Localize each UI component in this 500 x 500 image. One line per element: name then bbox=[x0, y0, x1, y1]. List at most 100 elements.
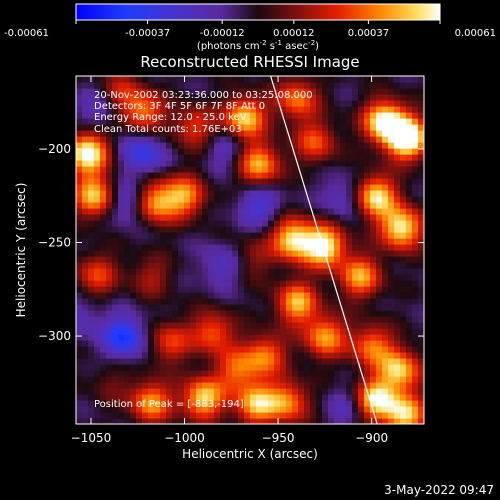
heatmap-cell bbox=[256, 388, 263, 395]
heatmap-cell bbox=[94, 142, 101, 149]
heatmap-cell bbox=[250, 298, 257, 305]
heatmap-cell bbox=[268, 88, 275, 95]
heatmap-cell bbox=[388, 232, 395, 239]
heatmap-cell bbox=[148, 154, 155, 161]
heatmap-cell bbox=[112, 94, 119, 101]
heatmap-cell bbox=[322, 124, 329, 131]
heatmap-cell bbox=[160, 310, 167, 317]
heatmap-cell bbox=[250, 136, 257, 143]
heatmap-cell bbox=[202, 112, 209, 119]
heatmap-cell bbox=[328, 154, 335, 161]
heatmap-cell bbox=[400, 202, 407, 209]
heatmap-cell bbox=[400, 328, 407, 335]
heatmap-cell bbox=[412, 376, 419, 383]
heatmap-cell bbox=[238, 82, 245, 89]
heatmap-cell bbox=[100, 136, 107, 143]
heatmap-cell bbox=[280, 220, 287, 227]
heatmap-cell bbox=[178, 130, 185, 137]
heatmap-cell bbox=[154, 148, 161, 155]
heatmap-cell bbox=[172, 280, 179, 287]
heatmap-cell bbox=[148, 286, 155, 293]
heatmap-cell bbox=[160, 166, 167, 173]
heatmap-cell bbox=[112, 172, 119, 179]
heatmap-cell bbox=[292, 106, 299, 113]
heatmap-cell bbox=[298, 142, 305, 149]
heatmap-cell bbox=[238, 382, 245, 389]
heatmap-cell bbox=[262, 262, 269, 269]
heatmap-cell bbox=[166, 208, 173, 215]
heatmap-cell bbox=[334, 142, 341, 149]
heatmap-cell bbox=[226, 370, 233, 377]
heatmap-cell bbox=[406, 148, 413, 155]
x-axis-ticks: −1050 −1000 −950 −900 bbox=[71, 76, 388, 445]
heatmap-cell bbox=[166, 130, 173, 137]
heatmap-cell bbox=[286, 172, 293, 179]
heatmap-cell bbox=[280, 172, 287, 179]
heatmap-cell bbox=[316, 298, 323, 305]
heatmap-cell bbox=[346, 100, 353, 107]
heatmap-cell bbox=[274, 328, 281, 335]
heatmap-cell bbox=[208, 352, 215, 359]
heatmap-cell bbox=[250, 226, 257, 233]
heatmap-cell bbox=[298, 118, 305, 125]
heatmap-cell bbox=[280, 136, 287, 143]
heatmap-cell bbox=[352, 244, 359, 251]
heatmap-cell bbox=[202, 358, 209, 365]
heatmap-cell bbox=[190, 292, 197, 299]
heatmap-cell bbox=[130, 106, 137, 113]
heatmap-cell bbox=[94, 208, 101, 215]
heatmap-cell bbox=[304, 238, 311, 245]
heatmap-cell bbox=[136, 370, 143, 377]
heatmap-cell bbox=[346, 304, 353, 311]
colorbar-unit-label: (photons cm-2 s-1 asec-2) bbox=[197, 39, 319, 52]
heatmap-cell bbox=[148, 334, 155, 341]
heatmap-cell bbox=[328, 142, 335, 149]
heatmap-cell bbox=[214, 178, 221, 185]
heatmap-cell bbox=[364, 262, 371, 269]
heatmap-cell bbox=[88, 100, 95, 107]
heatmap-cell bbox=[298, 130, 305, 137]
heatmap-cell bbox=[382, 364, 389, 371]
heatmap-cell bbox=[268, 106, 275, 113]
heatmap-cell bbox=[160, 178, 167, 185]
heatmap-cell bbox=[304, 154, 311, 161]
heatmap-cell bbox=[418, 76, 424, 83]
heatmap-cell bbox=[208, 400, 215, 407]
heatmap-cell bbox=[208, 232, 215, 239]
heatmap-cell bbox=[154, 304, 161, 311]
heatmap-cell bbox=[100, 166, 107, 173]
heatmap-cell bbox=[202, 286, 209, 293]
heatmap-cell bbox=[310, 412, 317, 419]
heatmap-cell bbox=[118, 286, 125, 293]
heatmap-cell bbox=[382, 178, 389, 185]
heatmap-cell bbox=[304, 100, 311, 107]
heatmap-cell bbox=[160, 130, 167, 137]
heatmap-cell bbox=[172, 214, 179, 221]
heatmap-cell bbox=[406, 412, 413, 419]
heatmap-cell bbox=[364, 148, 371, 155]
heatmap-cell bbox=[256, 352, 263, 359]
heatmap-cell bbox=[418, 238, 424, 245]
heatmap-cell bbox=[232, 202, 239, 209]
colorbar-tick-label: 0.00037 bbox=[348, 28, 389, 39]
heatmap-cell bbox=[328, 166, 335, 173]
heatmap-cell bbox=[88, 382, 95, 389]
heatmap-cell bbox=[142, 406, 149, 413]
heatmap-cell bbox=[124, 376, 131, 383]
heatmap-cell bbox=[190, 406, 197, 413]
heatmap-cell bbox=[88, 220, 95, 227]
heatmap-cell bbox=[220, 274, 227, 281]
heatmap-cell bbox=[88, 88, 95, 95]
heatmap-cell bbox=[100, 370, 107, 377]
heatmap-cell bbox=[94, 250, 101, 257]
heatmap-cell bbox=[274, 136, 281, 143]
heatmap-cell bbox=[250, 334, 257, 341]
heatmap-cell bbox=[268, 358, 275, 365]
heatmap-cell bbox=[82, 418, 89, 424]
heatmap-cell bbox=[298, 136, 305, 143]
heatmap-cell bbox=[100, 178, 107, 185]
heatmap-cell bbox=[400, 136, 407, 143]
heatmap-cell bbox=[100, 352, 107, 359]
heatmap-cell bbox=[394, 256, 401, 263]
heatmap-cell bbox=[304, 412, 311, 419]
